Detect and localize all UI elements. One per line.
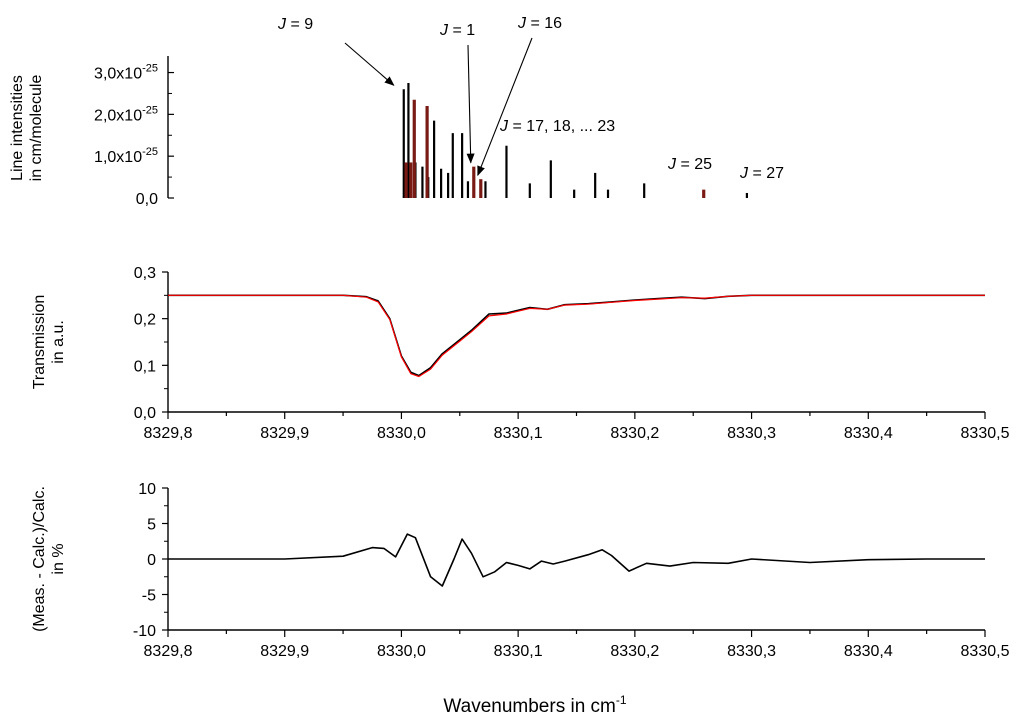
transmission-x-tick-label: 8330,0: [377, 425, 426, 442]
transmission-x-tick-label: 8330,5: [961, 425, 1010, 442]
transmission-x-tick-label: 8330,1: [494, 425, 543, 442]
intensity-y-label: Line intensities in cm/molecule: [9, 75, 45, 182]
intensity-y-tick-label: 2,0x10-25: [94, 104, 158, 124]
j-annotation-arrow: [466, 44, 475, 164]
j-annotation-label: J = 1: [439, 22, 475, 39]
intensity-y-tick-label: 1,0x10-25: [94, 146, 158, 166]
transmission-y-tick-label: 0,1: [134, 358, 156, 375]
transmission-x-tick-label: 8330,3: [727, 425, 776, 442]
transmission-panel: 0,3 0,2 0,1 0,0 8329,8 8329,9 8330,0 8330,1 8330…: [31, 265, 1010, 442]
transmission-y-tick-label: 0,2: [134, 312, 156, 329]
j-annotation-label: J = 25: [667, 156, 712, 173]
residual-y-label: (Meas. - Calc.)/Calc. in %: [31, 486, 67, 632]
j-annotation-arrow: [344, 42, 395, 86]
transmission-x-tick-label: 8329,9: [260, 425, 309, 442]
transmission-series-line-1: [168, 294, 985, 378]
residual-y-tick-label: 10: [138, 481, 156, 498]
residual-y-tick-label: -5: [142, 588, 156, 605]
j-annotation-label: J = 27: [739, 165, 784, 182]
j-annotation-label: J = 9: [277, 16, 313, 33]
residual-y-tick-label: 5: [147, 517, 156, 534]
x-axis-label: Wavenumbers in cm-1: [443, 693, 626, 717]
transmission-x-tick-label: 8330,4: [844, 425, 893, 442]
transmission-x-tick-label: 8330,2: [610, 425, 659, 442]
residual-x-tick-label: 8330,2: [610, 643, 659, 660]
transmission-y-label: Transmission in a.u.: [31, 295, 67, 390]
residual-x-tick-label: 8330,1: [494, 643, 543, 660]
transmission-x-tick-label: 8329,8: [144, 425, 193, 442]
residual-x-tick-label: 8330,3: [727, 643, 776, 660]
intensity-y-tick-label: 0,0: [136, 191, 158, 208]
residual-x-tick-label: 8330,5: [961, 643, 1010, 660]
residual-panel: 10 5 0 -5 -10 8329,8 8329,9 8330,0 8330,1 8330,2 8…: [31, 481, 1010, 660]
j-annotation-label: J = 16: [517, 15, 562, 32]
transmission-y-tick-label: 0,3: [134, 265, 156, 282]
j-annotation-arrow: [477, 37, 533, 177]
residual-y-tick-label: -10: [133, 623, 156, 640]
residual-series-line-0: [168, 533, 985, 587]
residual-x-tick-label: 8330,0: [377, 643, 426, 660]
residual-x-tick-label: 8329,9: [260, 643, 309, 660]
intensity-y-tick-label: 3,0x10-25: [94, 63, 158, 83]
residual-y-tick-label: 0: [147, 552, 156, 569]
residual-x-tick-label: 8330,4: [844, 643, 893, 660]
line-intensity-panel: 3,0x10-25 2,0x10-25 1,0x10-25 0,0 Line inten…: [9, 15, 784, 208]
residual-x-tick-label: 8329,8: [144, 643, 193, 660]
transmission-y-tick-label: 0,0: [134, 405, 156, 422]
j-annotation-label: J = 17, 18, ... 23: [499, 118, 615, 135]
transmission-series-line-0: [168, 294, 985, 377]
